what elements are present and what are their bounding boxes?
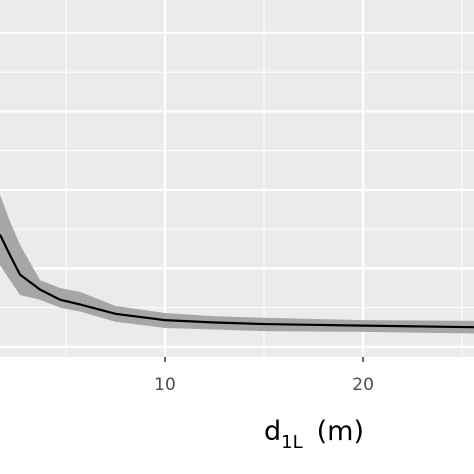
line	[0, 234, 474, 329]
x-label-main: d	[264, 416, 281, 447]
x-axis-label: d1L (m)	[264, 416, 364, 453]
x-tick-label: 20	[352, 375, 374, 395]
x-label-unit: (m)	[317, 416, 364, 447]
x-tick-label: 10	[154, 375, 176, 395]
x-label-subscript: 1L	[281, 432, 302, 453]
